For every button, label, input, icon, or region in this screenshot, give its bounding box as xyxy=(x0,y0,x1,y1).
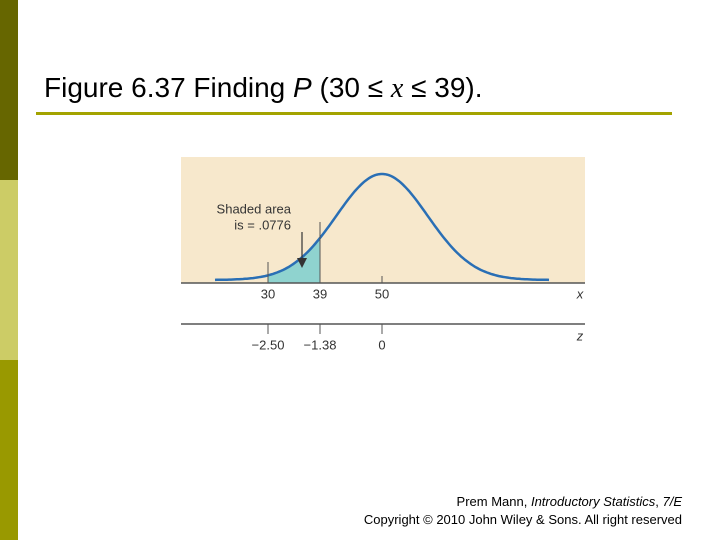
title-text: Figure 6.37 Finding xyxy=(44,72,294,103)
title: Figure 6.37 Finding P (30 ≤ x ≤ 39). xyxy=(44,72,483,105)
x-tick-label: 50 xyxy=(375,286,389,301)
title-text: P xyxy=(293,72,312,103)
z-tick-label: −2.50 xyxy=(252,337,285,352)
figure-background xyxy=(181,157,585,283)
title-text: x xyxy=(390,73,404,104)
footer-text: 7/E xyxy=(662,494,682,509)
z-tick-label: 0 xyxy=(378,337,385,352)
normal-curve xyxy=(214,172,550,282)
footer-line: Prem Mann, Introductory Statistics, 7/E xyxy=(364,493,682,511)
title-text: ≤ 39). xyxy=(403,72,483,103)
z-tick-label: −1.38 xyxy=(304,337,337,352)
x-tick-label: 30 xyxy=(261,286,275,301)
stripe xyxy=(0,0,18,180)
annotation: Shaded area xyxy=(217,201,292,216)
arrow-head xyxy=(297,258,307,268)
axis-label: x xyxy=(576,286,584,301)
footer-text: Introductory Statistics xyxy=(530,494,656,509)
footer-text: , xyxy=(655,494,663,509)
stripe xyxy=(0,360,18,540)
title-text: (30 ≤ xyxy=(311,72,391,103)
x-tick-label: 39 xyxy=(313,286,327,301)
stripe xyxy=(0,180,18,360)
title-rule xyxy=(36,112,672,115)
footer-text: Prem Mann, xyxy=(456,494,531,509)
footer: Prem Mann, Introductory Statistics, 7/E … xyxy=(364,493,682,529)
footer-text: Copyright © 2010 John Wiley & Sons. All … xyxy=(363,512,682,527)
axis-label: z xyxy=(576,328,584,343)
annotation: is = .0776 xyxy=(234,217,291,232)
